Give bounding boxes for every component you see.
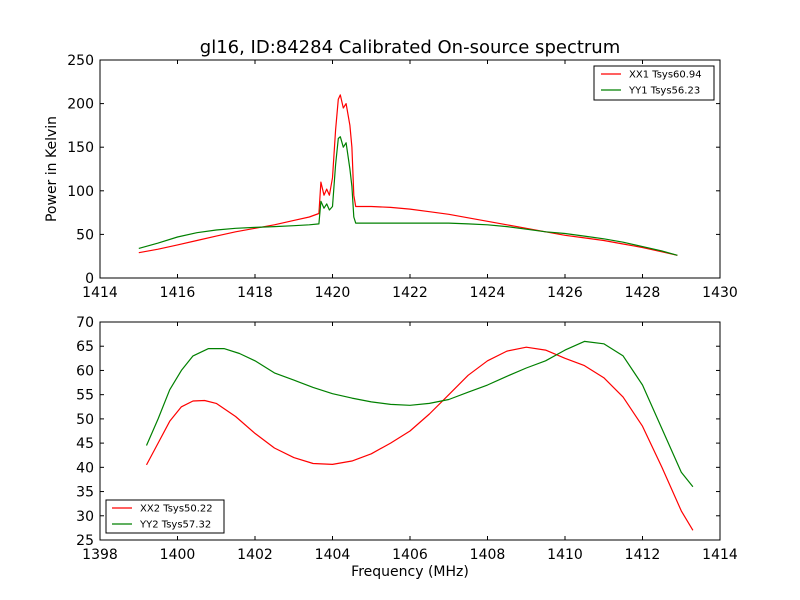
bottom-x-tick-label: 1400 (160, 547, 196, 563)
top-chart-title: gl16, ID:84284 Calibrated On-source spec… (200, 37, 620, 58)
bottom-x-tick-label: 1408 (470, 547, 506, 563)
top-legend-label-yy1: YY1 Tsys56.23 (628, 86, 700, 97)
bottom-y-tick-label: 55 (76, 388, 94, 404)
bottom-y-tick-label: 40 (76, 460, 94, 476)
top-legend: XX1 Tsys60.94 YY1 Tsys56.23 (593, 65, 715, 101)
bottom-y-tick-label: 35 (76, 485, 94, 501)
bottom-series-group (145, 340, 694, 531)
bottom-y-tick-label: 50 (76, 412, 94, 428)
top-legend-label-xx1: XX1 Tsys60.94 (629, 70, 702, 81)
bottom-x-tick-label: 1402 (237, 547, 273, 563)
top-x-tick-label: 1424 (470, 285, 506, 301)
top-x-tick-label: 1422 (392, 285, 428, 301)
bottom-series-line-yy (145, 340, 694, 488)
top-x-tick-label: 1428 (625, 285, 661, 301)
top-y-tick-label: 250 (67, 53, 94, 69)
bottom-x-tick-label: 1406 (392, 547, 428, 563)
bottom-x-axis-label: Frequency (MHz) (351, 564, 469, 580)
top-y-tick-label: 100 (67, 184, 94, 200)
bottom-y-tick-label: 65 (76, 339, 94, 355)
top-series-group (138, 94, 678, 256)
bottom-y-tick-label: 25 (76, 533, 94, 549)
bottom-y-tick-label: 70 (76, 315, 94, 331)
bottom-legend-box (105, 499, 225, 534)
top-x-tick-label: 1426 (547, 285, 583, 301)
top-axes-frame (99, 59, 721, 279)
bottom-legend: XX2 Tsys50.22 YY2 Tsys57.32 (105, 499, 225, 534)
bottom-series-line-xx (145, 346, 694, 531)
bottom-tick-group: 1398 1400 1402 1404 1406 1408 1410 1412 1414 25 30… (76, 315, 738, 563)
top-x-tick-label: 1414 (82, 285, 118, 301)
top-x-tick-label: 1430 (702, 285, 738, 301)
bottom-legend-label-xx2: XX2 Tsys50.22 (140, 504, 213, 515)
top-tick-group: 1414 1416 1418 1420 1422 1424 1426 1428 1430 0 50 1… (67, 53, 738, 301)
top-x-tick-label: 1418 (237, 285, 273, 301)
bottom-y-tick-label: 60 (76, 363, 94, 379)
top-y-tick-label: 0 (85, 271, 94, 287)
top-x-tick-label: 1420 (315, 285, 351, 301)
bottom-axes-frame (99, 321, 721, 541)
top-x-tick-label: 1416 (160, 285, 196, 301)
bottom-x-tick-label: 1410 (547, 547, 583, 563)
bottom-axes: Frequency (MHz) 1398 1400 1402 1404 1406 1408… (76, 315, 738, 580)
bottom-x-tick-label: 1404 (315, 547, 351, 563)
bottom-x-tick-label: 1398 (82, 547, 118, 563)
bottom-y-tick-label: 45 (76, 436, 94, 452)
top-y-axis-label: Power in Kelvin (44, 116, 60, 222)
top-y-tick-label: 50 (76, 227, 94, 243)
bottom-x-tick-label: 1412 (625, 547, 661, 563)
bottom-legend-label-yy2: YY2 Tsys57.32 (139, 520, 211, 531)
bottom-x-tick-label: 1414 (702, 547, 738, 563)
top-series-line-yy (138, 136, 678, 256)
top-y-tick-label: 200 (67, 97, 94, 113)
top-axes: gl16, ID:84284 Calibrated On-source spec… (44, 37, 738, 301)
top-y-tick-label: 150 (67, 140, 94, 156)
bottom-y-tick-label: 30 (76, 509, 94, 525)
top-legend-box (593, 65, 715, 101)
